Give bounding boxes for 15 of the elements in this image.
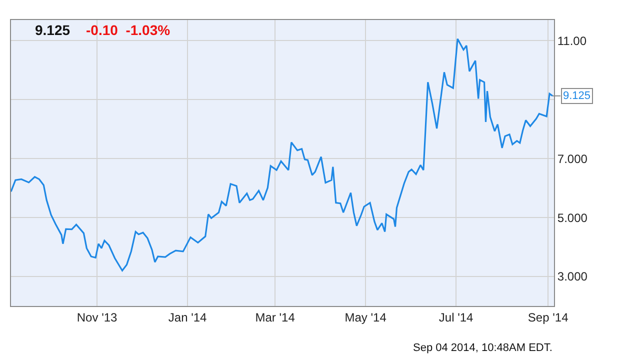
- x-tick-label: Jan '14: [168, 310, 208, 324]
- y-tick-label: 3.000: [557, 270, 588, 284]
- x-tick-label: Jul '14: [438, 310, 474, 324]
- y-tick-label: 5.000: [557, 210, 588, 225]
- chart-subtitle: -0.10 -1.03%: [86, 22, 171, 38]
- chart-title: 9.125: [35, 22, 70, 38]
- line-series: [11, 38, 554, 272]
- text: Sep 04 2014, 10:48AM EDT.: [413, 342, 552, 354]
- x-tick-label: May '14: [344, 310, 387, 324]
- annotation: 9.125: [563, 90, 591, 102]
- x-tick-label: Mar '14: [255, 310, 296, 324]
- y-tick-label: 11.00: [557, 34, 587, 48]
- x-tick-label: Sep '14: [528, 310, 569, 324]
- x-tick-label: Nov '13: [76, 310, 118, 324]
- y-tick-label: 7.000: [557, 152, 588, 166]
